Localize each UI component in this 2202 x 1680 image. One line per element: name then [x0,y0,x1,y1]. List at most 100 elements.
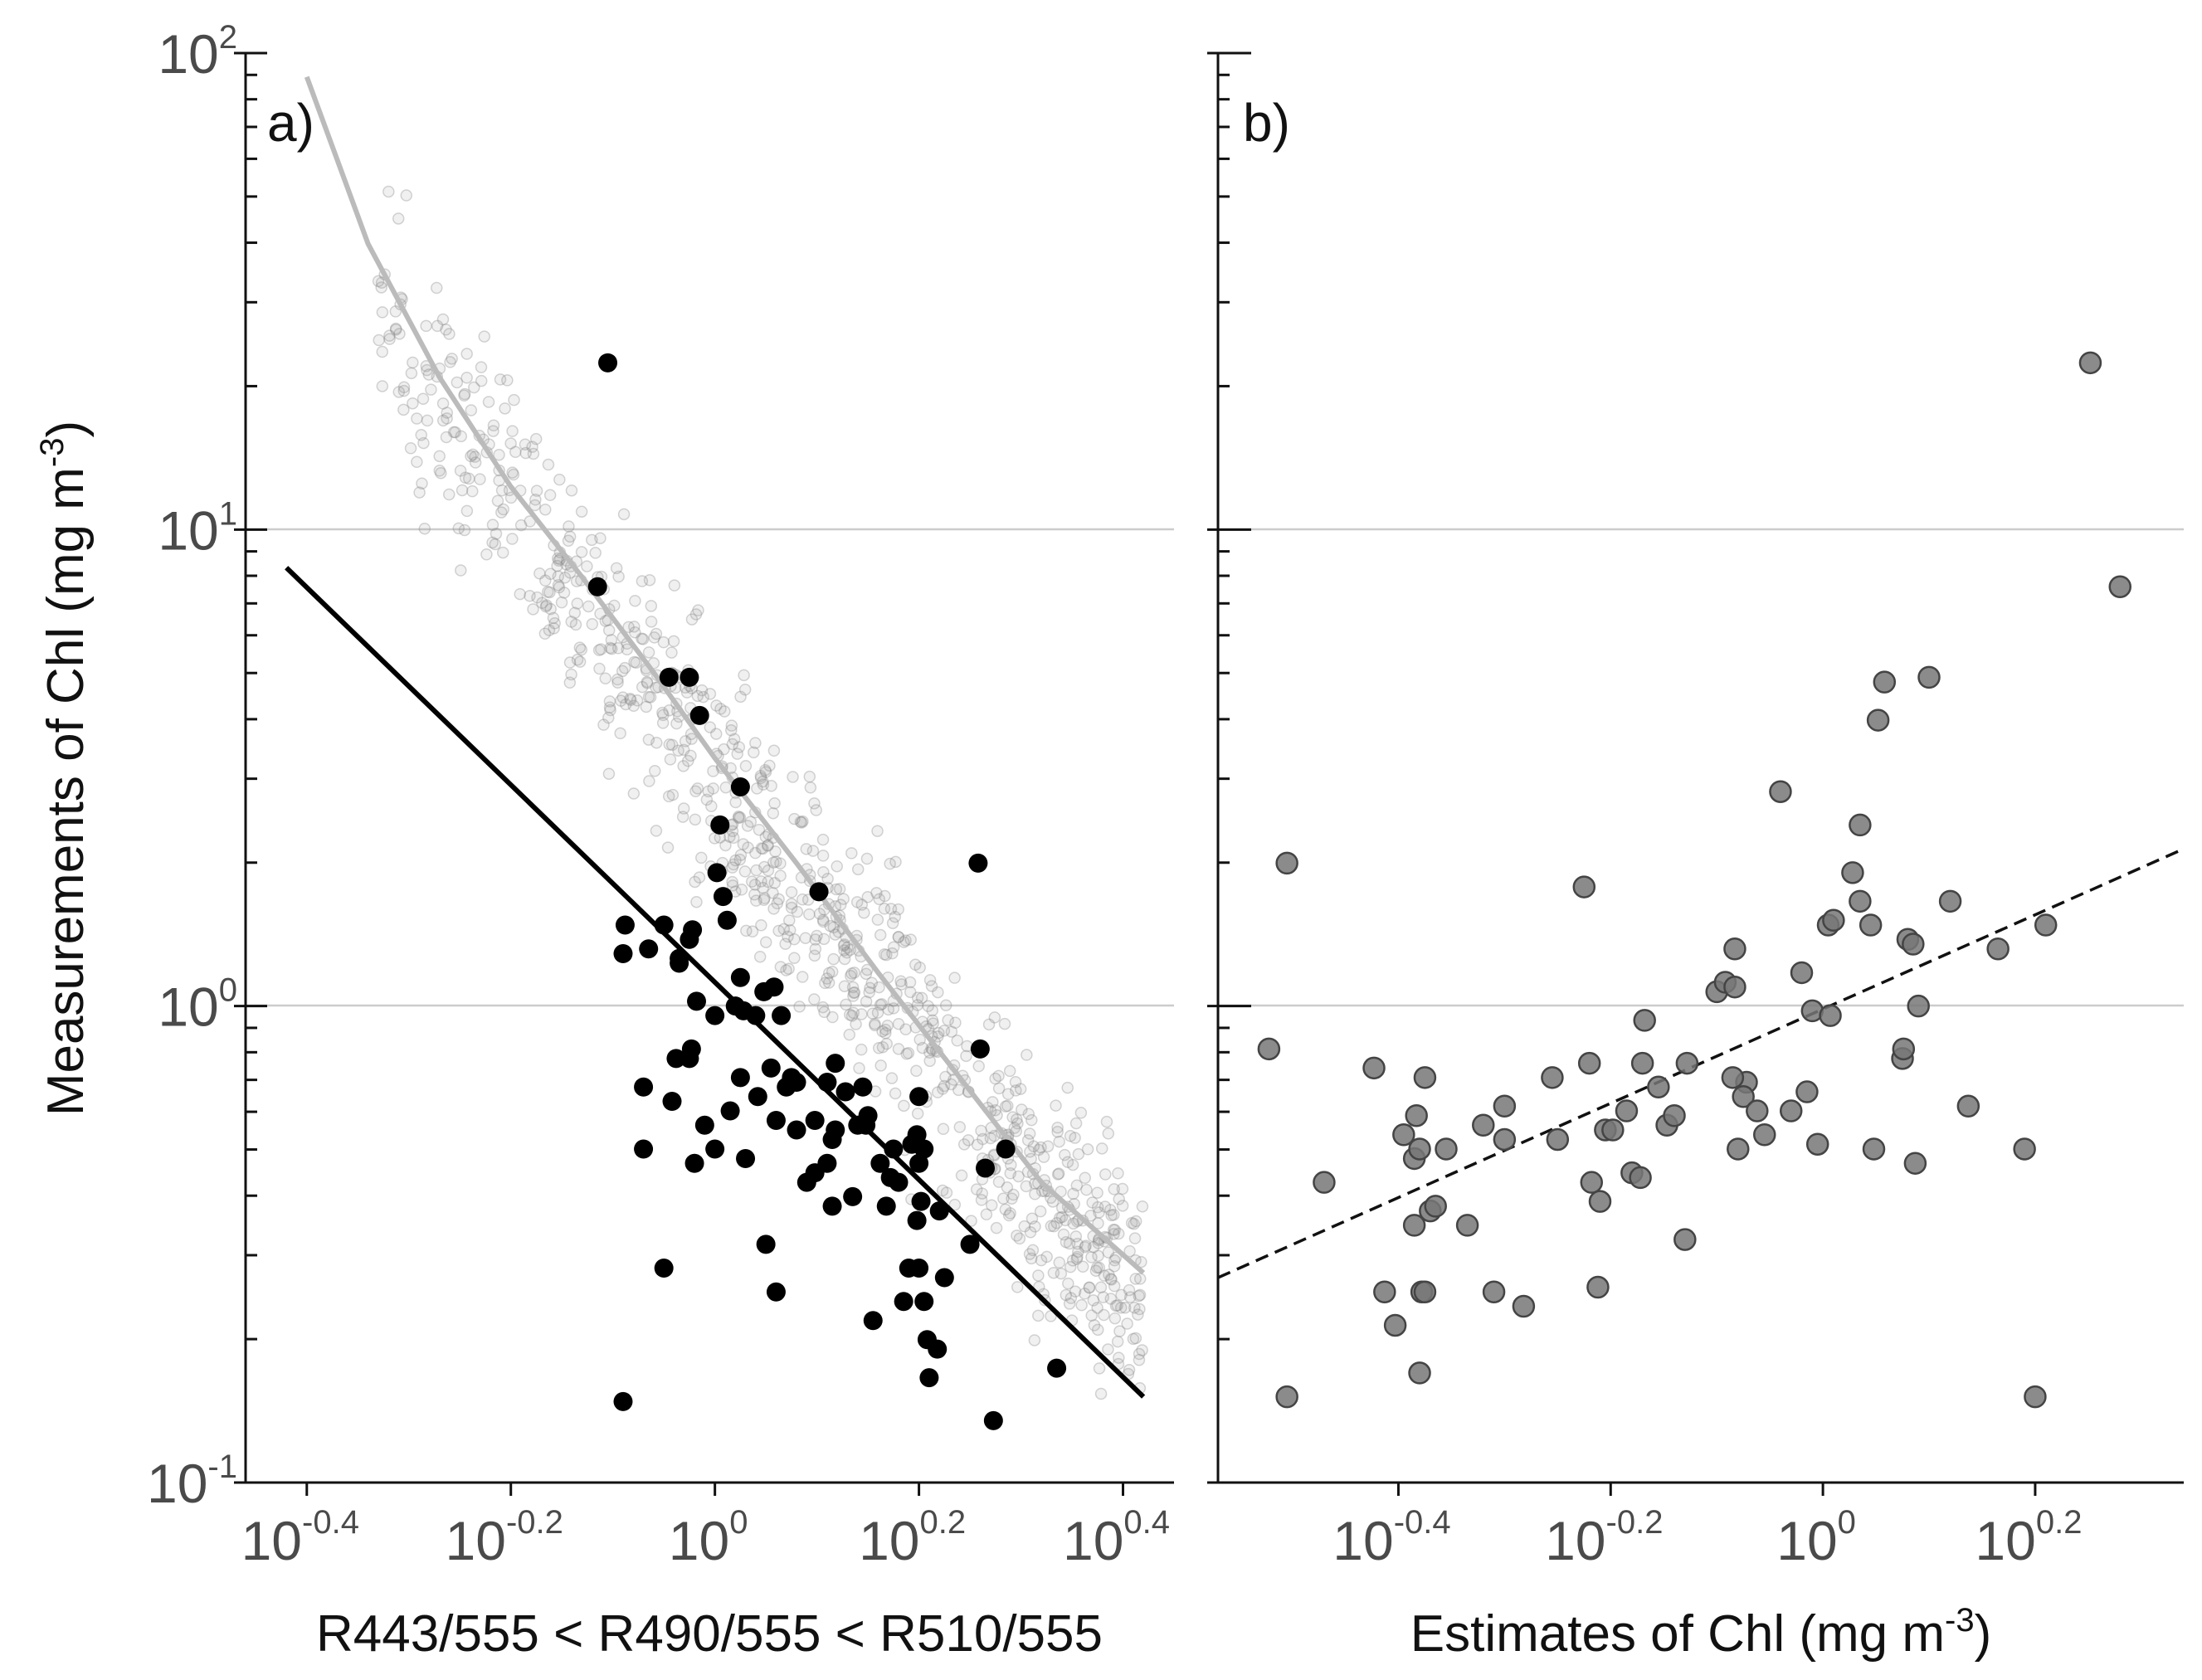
background-point [874,999,887,1011]
highlight-point [680,1049,699,1069]
background-point [915,991,928,1005]
background-point [418,522,431,535]
background-point [772,924,785,937]
background-point [838,980,851,992]
background-point [389,322,402,335]
background-point [767,744,781,757]
background-point [827,952,840,966]
background-point [1006,1111,1019,1123]
background-point [774,961,787,973]
estimate-point [1408,1137,1431,1161]
background-point [838,952,851,966]
background-point [911,1108,924,1120]
background-point [826,1010,839,1024]
background-point [872,1042,885,1054]
background-point [375,281,387,294]
background-point [860,967,873,981]
background-point [992,1069,1005,1083]
background-point [1066,1158,1079,1171]
panel-b-x-tick-label: 10-0.4 [1332,1504,1450,1571]
background-point [822,976,835,989]
background-point [452,522,465,535]
estimate-point [1493,1127,1517,1152]
background-point [642,646,655,659]
background-point [750,864,762,877]
background-point [984,1132,997,1145]
background-point [582,600,595,613]
background-point [664,753,677,766]
highlight-point [928,1339,948,1359]
background-point [1050,1216,1064,1230]
background-point [663,704,675,717]
background-point [586,618,599,631]
background-point [759,936,772,948]
background-point [845,847,858,859]
background-point [788,933,801,946]
panel-b-fit-line [1217,847,2185,1279]
highlight-point [826,1120,845,1140]
background-point [953,1121,967,1133]
background-point [826,965,839,978]
background-point [845,967,858,980]
background-point [411,455,423,469]
background-point [750,894,762,907]
background-point [1103,1269,1115,1281]
background-point [610,562,623,575]
background-point [1111,1335,1124,1348]
background-point [923,1046,936,1059]
background-point [486,519,499,531]
panel-b-label: b) [1243,93,1290,153]
background-point [753,950,767,963]
background-point [604,704,616,717]
background-point [1112,1227,1125,1240]
background-point [1116,1200,1129,1212]
background-point [1099,1200,1112,1213]
panel-b-points [1257,351,2132,1409]
background-point [573,641,587,654]
background-point [400,189,413,202]
background-point [570,575,583,587]
background-point [704,688,717,700]
background-point [1001,1099,1014,1113]
highlight-point [705,1139,725,1159]
background-point [562,534,575,547]
background-point [636,575,649,587]
background-point [1105,1273,1118,1286]
background-point [553,554,565,567]
background-point [754,770,767,782]
background-point [679,735,692,747]
background-point [508,393,520,407]
background-point [758,892,771,904]
estimate-point [1859,913,1883,937]
background-point [793,1001,806,1013]
background-point [1108,1254,1121,1267]
background-point [1091,1302,1103,1314]
background-point [465,404,478,416]
background-point [383,333,396,345]
background-point [1092,1249,1104,1262]
background-point [952,1083,965,1097]
estimate-point [1938,889,1962,913]
highlight-point [746,1006,766,1025]
background-point [739,760,753,772]
background-point [1070,1179,1084,1192]
background-point [689,785,702,798]
background-point [1040,1250,1053,1264]
background-point [599,615,612,627]
estimate-point [2078,351,2102,375]
background-point [665,646,678,659]
background-point [1083,1281,1096,1294]
background-point [631,694,644,707]
background-point [1069,1285,1082,1298]
estimate-point [1723,937,1746,961]
background-point [1011,1117,1024,1130]
background-point [1037,1151,1050,1163]
background-point [889,855,902,869]
background-point [1069,1132,1081,1144]
background-point [624,694,637,707]
y-axis-title-end: ) [37,421,95,438]
background-point [436,414,450,427]
background-point [833,883,846,895]
estimate-point [1917,665,1941,689]
background-point [1072,1147,1085,1161]
